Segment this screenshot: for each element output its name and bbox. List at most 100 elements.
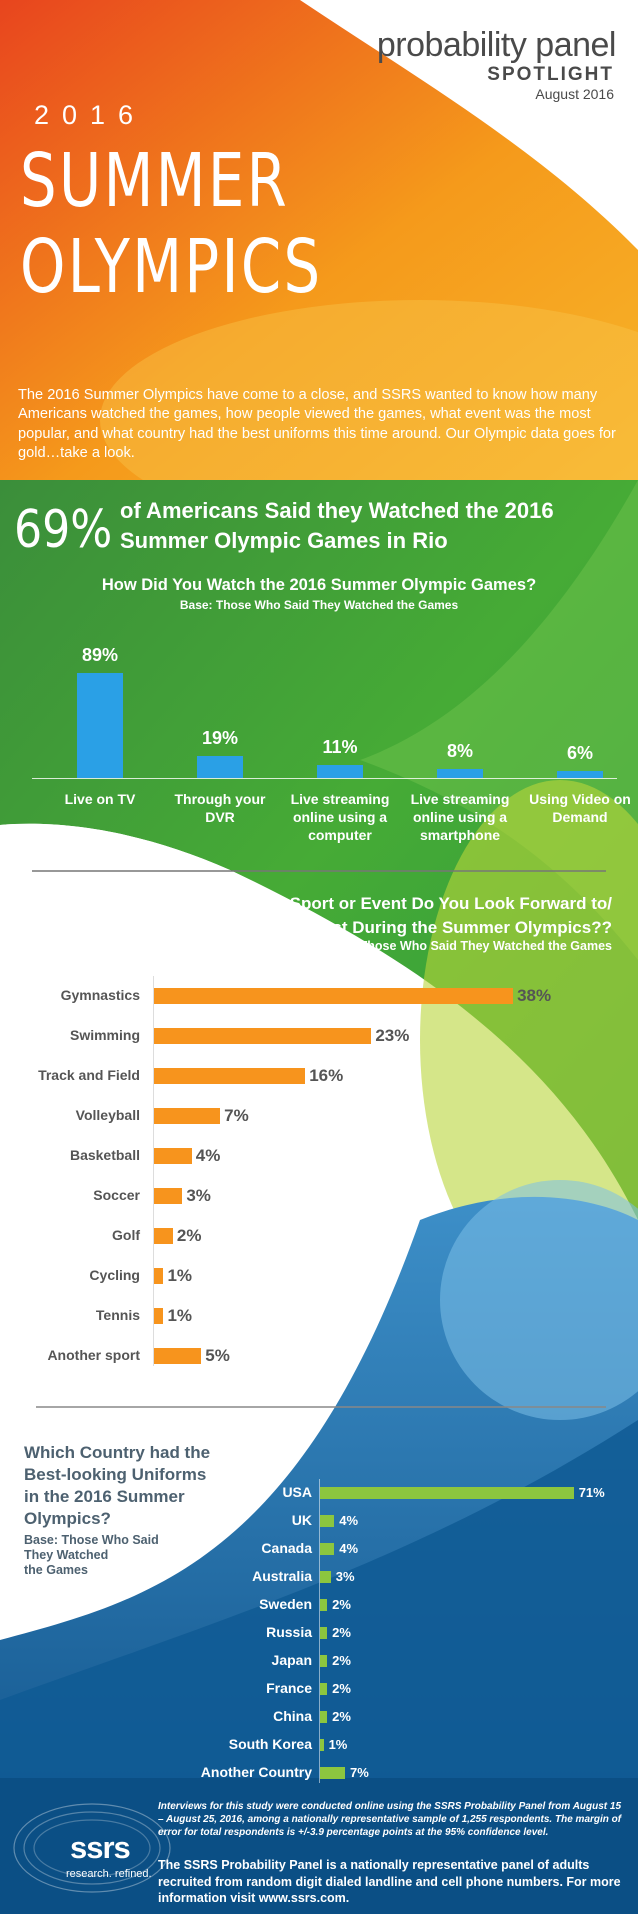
chart1-category-line: Live streaming [290,791,390,807]
chart3-category-label: USA [282,1484,312,1500]
chart1-category-label: Through your DVR [160,790,280,826]
chart3-category-label: Russia [266,1624,312,1640]
chart2-value-label: 16% [309,1066,344,1085]
chart2-value-label: 1% [167,1306,193,1325]
chart1-category-label: Live streaming online using a smartphone [400,790,520,844]
chart1-value-label: 11% [322,737,358,758]
chart2-bar [154,1148,192,1164]
chart3-category-label: Australia [252,1568,312,1584]
chart3-value-label: 71% [578,1485,605,1500]
chart3-axis [319,1479,320,1783]
chart1-category-line: smartphone [419,827,501,843]
chart1-value-label: 8% [446,740,473,761]
chart3-value-label: 2% [332,1653,351,1668]
chart1-bar [557,770,603,778]
chart2-value-label: 38% [517,986,552,1005]
chart3-bar [320,1683,328,1695]
chart3-subtitle-line: Base: Those Who Said [24,1533,159,1547]
chart3-subtitle: Base: Those Who Said They Watched the Ga… [24,1533,184,1578]
chart1-baseline [32,778,617,779]
brand-spotlight: SPOTLIGHT [487,64,614,85]
headline-stat-text: of Americans Said they Watched the 2016 … [120,498,554,553]
chart3-value-label: 2% [332,1597,351,1612]
chart2-title-line: What Sport or Event Do You Look Forward … [243,894,612,913]
chart2-category-label: Cycling [89,1267,140,1283]
chart3-category-label: Sweden [259,1596,312,1612]
ssrs-logo: ssrs [70,1830,131,1865]
chart3-bar [320,1711,328,1723]
chart1-bar [197,755,243,778]
chart3-bar [320,1543,335,1555]
chart3-category-label: Canada [261,1540,312,1556]
chart3-bar [320,1515,335,1527]
chart2-title-line: Enjoy the Most During the Summer Olympic… [226,918,612,937]
chart3-bar [320,1655,328,1667]
chart3-category-label: China [273,1708,312,1724]
chart1-value-label: 6% [566,742,593,763]
chart2-category-label: Gymnastics [60,987,140,1003]
chart1-bar [317,765,363,778]
chart1-category-line: Live streaming [410,791,510,807]
chart1-bar [77,672,123,778]
chart3-value-label: 2% [332,1681,351,1696]
chart2-value-label: 7% [224,1106,249,1125]
chart1-category-label: Using Video on Demand [520,790,638,826]
chart2-subtitle: Base: Those Who Said They Watched the Ga… [322,939,612,953]
chart3-value-label: 3% [335,1569,355,1584]
chart2-bar [154,1308,164,1324]
chart2-category-label: Tennis [95,1307,140,1323]
chart2-value-label: 1% [167,1266,193,1285]
chart1-bar [437,768,483,778]
intro-text: The 2016 Summer Olympics have come to a … [18,387,616,462]
chart1-category-label: Live on TV [40,790,160,808]
chart3-value-label: 4% [339,1541,359,1556]
chart3-category-label: Japan [271,1652,312,1668]
headline-stat-value: 69% [14,500,113,560]
chart1-value-label: 89% [81,644,119,665]
hero-title-line1: SUMMER [20,138,290,224]
chart3-value-label: 2% [332,1625,351,1640]
chart3-bar [320,1739,324,1751]
chart3-bar [320,1571,331,1583]
chart2-title: What Sport or Event Do You Look Forward … [227,892,612,940]
chart3-title: Which Country had the Best-looking Unifo… [24,1442,234,1530]
methodology-note: Interviews for this study were conducted… [158,1801,622,1838]
chart2-bar [154,1108,221,1124]
brand-name: probability panel [376,26,617,64]
chart3-value-label: 7% [350,1765,369,1780]
chart3-bar [320,1627,328,1639]
chart3-value-label: 2% [332,1709,351,1724]
hero-year: 2016 [34,100,147,130]
chart3-subtitle-line: the Games [24,1563,88,1577]
chart2-category-label: Another sport [47,1347,140,1363]
chart3-title-line: Olympics? [24,1509,111,1528]
brand-date: August 2016 [535,86,614,102]
chart2-value-label: 3% [186,1186,211,1205]
chart3-category-label: UK [291,1512,312,1528]
chart2-value-label: 23% [375,1026,410,1045]
chart2-bar [154,1068,306,1084]
hero-title: SUMMER OLYMPICS [20,138,322,310]
chart2-bar [154,1348,202,1364]
chart2-axis [153,976,154,1366]
chart3-bar [320,1487,574,1499]
chart1-category-label: Live streaming online using a computer [280,790,400,844]
chart3-category-label: South Korea [228,1736,312,1752]
chart3-bar [320,1599,328,1611]
chart2-bar [154,1028,372,1044]
chart3-title-line: Which Country had the [24,1443,211,1462]
chart2-value-label: 2% [176,1226,202,1245]
chart3-title-line: in the 2016 Summer [24,1487,185,1506]
chart2-bar [154,1228,173,1244]
chart1-category-line: computer [308,827,372,843]
chart3-subtitle-line: They Watched [24,1548,109,1562]
chart2-value-label: 5% [205,1346,230,1365]
chart1-category-line: Using Video on [529,791,631,807]
chart1-category-line: DVR [205,809,235,825]
chart1-category-line: Live on TV [64,791,136,807]
chart2-category-label: Basketball [69,1147,140,1163]
chart2-category-label: Golf [112,1227,140,1243]
chart1-category-line: online using a [292,809,388,825]
chart1-subtitle: Base: Those Who Said They Watched the Ga… [179,598,459,612]
